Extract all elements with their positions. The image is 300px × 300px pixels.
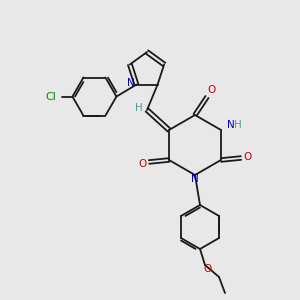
Text: O: O: [244, 152, 252, 162]
Text: H: H: [135, 103, 143, 113]
Text: Cl: Cl: [46, 92, 56, 102]
Text: O: O: [207, 85, 215, 95]
Text: N: N: [227, 120, 235, 130]
Text: O: O: [204, 264, 212, 274]
Text: O: O: [138, 159, 146, 169]
Text: N: N: [191, 174, 199, 184]
Text: H: H: [234, 120, 242, 130]
Text: N: N: [127, 78, 134, 88]
